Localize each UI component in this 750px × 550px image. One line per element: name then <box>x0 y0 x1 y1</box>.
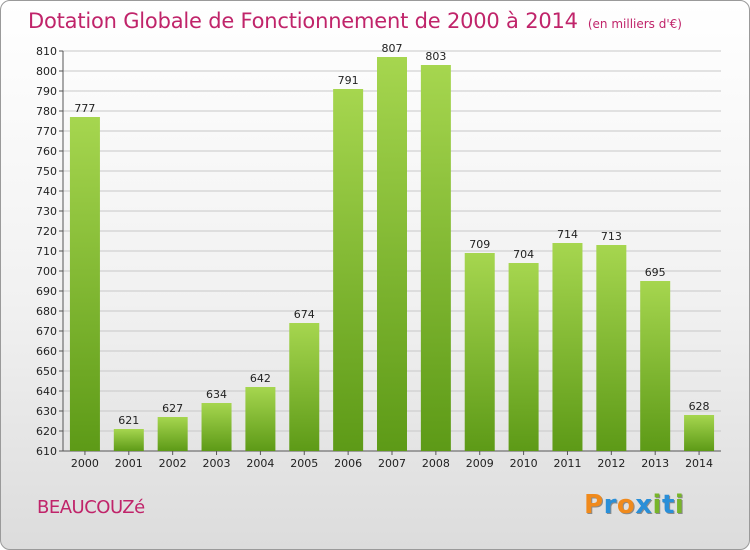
x-tick-label: 2002 <box>159 457 187 470</box>
data-label: 628 <box>689 400 710 413</box>
y-tick-label: 770 <box>36 125 57 138</box>
bar <box>640 281 671 451</box>
bar <box>157 417 188 451</box>
y-tick-label: 690 <box>36 285 57 298</box>
x-tick-label: 2012 <box>597 457 625 470</box>
bar <box>596 245 627 451</box>
y-tick-label: 720 <box>36 225 57 238</box>
bar <box>333 89 364 451</box>
x-tick-label: 2005 <box>290 457 318 470</box>
data-label: 627 <box>162 402 183 415</box>
y-tick-label: 730 <box>36 205 57 218</box>
bar <box>420 65 451 451</box>
data-label: 674 <box>294 308 315 321</box>
x-tick-label: 2006 <box>334 457 362 470</box>
y-tick-label: 670 <box>36 325 57 338</box>
y-tick-label: 660 <box>36 345 57 358</box>
data-label: 777 <box>74 102 95 115</box>
bar <box>464 253 495 451</box>
data-label: 714 <box>557 228 578 241</box>
data-label: 713 <box>601 230 622 243</box>
bars <box>69 57 715 451</box>
data-label: 709 <box>469 238 490 251</box>
data-label: 704 <box>513 248 534 261</box>
y-tick-label: 800 <box>36 65 57 78</box>
y-tick-label: 700 <box>36 265 57 278</box>
data-label: 642 <box>250 372 271 385</box>
y-tick-label: 760 <box>36 145 57 158</box>
chart-title: Dotation Globale de Fonctionnement de 20… <box>28 9 578 33</box>
proxiti-logo: Proxiti <box>584 490 685 520</box>
data-label: 695 <box>645 266 666 279</box>
bar <box>113 429 144 451</box>
y-tick-label: 740 <box>36 185 57 198</box>
y-tick-label: 710 <box>36 245 57 258</box>
y-tick-label: 680 <box>36 305 57 318</box>
x-tick-label: 2013 <box>641 457 669 470</box>
y-tick-label: 620 <box>36 425 57 438</box>
chart-title-block: Dotation Globale de Fonctionnement de 20… <box>28 9 682 33</box>
x-tick-label: 2000 <box>71 457 99 470</box>
x-tick-labels: 2000 2001 2002 2003 2004 2005 2006 2007 2008 2009… <box>71 451 713 470</box>
x-tick-label: 2008 <box>422 457 450 470</box>
bar <box>245 387 276 451</box>
y-tick-labels: 610 620 630 640 650 660 670 680 690 700 710 720 730 7… <box>36 45 63 458</box>
x-tick-label: 2014 <box>685 457 713 470</box>
data-labels: 777 621 627 634 642 674 791 807 803 709 704 714 713 6… <box>74 42 709 427</box>
bar <box>289 323 320 451</box>
y-tick-label: 750 <box>36 165 57 178</box>
y-tick-label: 640 <box>36 385 57 398</box>
x-tick-label: 2011 <box>553 457 581 470</box>
x-tick-label: 2001 <box>115 457 143 470</box>
bar <box>69 117 100 451</box>
x-tick-label: 2004 <box>246 457 274 470</box>
x-tick-label: 2009 <box>466 457 494 470</box>
x-tick-label: 2010 <box>510 457 538 470</box>
data-label: 791 <box>338 74 359 87</box>
y-tick-label: 630 <box>36 405 57 418</box>
y-tick-label: 790 <box>36 85 57 98</box>
data-label: 621 <box>118 414 139 427</box>
y-tick-label: 650 <box>36 365 57 378</box>
y-tick-label: 610 <box>36 445 57 458</box>
bar <box>508 263 539 451</box>
data-label: 803 <box>425 50 446 63</box>
x-tick-label: 2007 <box>378 457 406 470</box>
chart-unit-note: (en milliers d'€) <box>587 17 682 31</box>
bar <box>552 243 583 451</box>
data-label: 807 <box>382 42 403 55</box>
bar <box>201 403 232 451</box>
bar <box>377 57 407 451</box>
bar <box>684 415 715 451</box>
x-tick-label: 2003 <box>203 457 231 470</box>
place-name: BEAUCOUZé <box>37 497 145 518</box>
y-tick-label: 780 <box>36 105 57 118</box>
data-label: 634 <box>206 388 227 401</box>
y-tick-label: 810 <box>36 45 57 58</box>
